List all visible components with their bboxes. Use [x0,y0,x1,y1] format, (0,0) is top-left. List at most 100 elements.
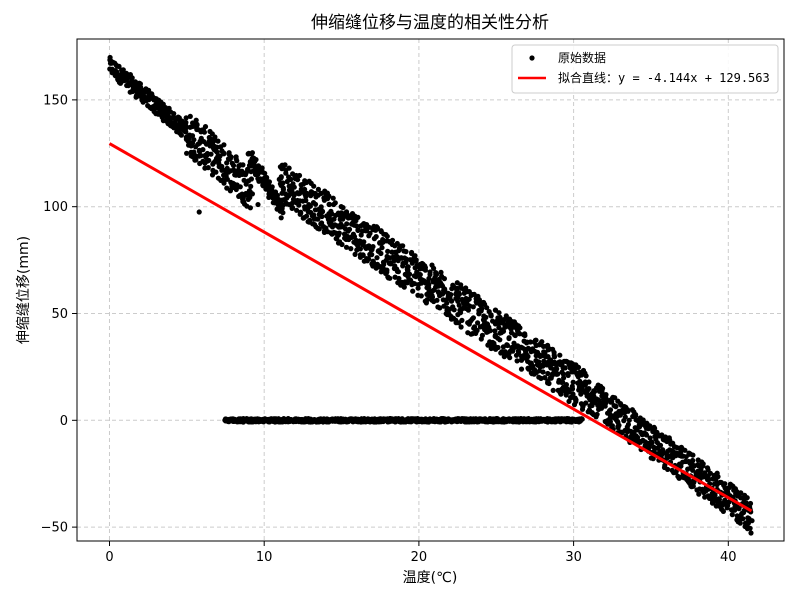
x-axis-label: 温度(℃) [403,570,458,586]
data-point [455,298,461,304]
data-point [314,192,320,198]
data-point [215,138,221,144]
data-point [336,230,342,236]
data-point [410,288,416,294]
data-point [558,391,564,397]
x-tick-label: 10 [256,550,273,565]
data-point [495,344,501,351]
data-point [583,400,589,406]
data-point [318,204,324,210]
data-point [280,180,286,186]
data-point [240,162,246,168]
data-point [749,518,755,524]
data-point [352,251,358,257]
data-point [374,255,380,261]
data-point [449,298,455,304]
data-point [224,176,230,182]
data-point-outlier [196,209,202,215]
data-point [736,506,742,512]
data-point [540,369,546,375]
data-point [290,196,297,202]
data-point [690,457,696,464]
data-point [269,184,275,190]
data-point [431,265,437,271]
data-point [622,414,628,420]
data-point-outlier [255,201,261,208]
legend-label-scatter: 原始数据 [558,50,606,65]
y-tick-label: 0 [60,414,68,429]
data-point [607,407,614,413]
data-point [456,302,462,308]
data-point [633,412,639,418]
data-point [228,154,234,160]
data-point [405,264,411,270]
data-point [424,297,430,303]
data-point [286,165,292,171]
data-point [184,150,190,156]
data-point [439,282,445,288]
data-point [178,132,184,138]
data-point [613,403,619,409]
data-point [720,508,727,514]
data-point [696,491,702,497]
data-point [370,258,376,265]
data-point [294,207,300,213]
data-point [339,241,345,248]
x-tick-label: 0 [105,550,113,565]
data-point [253,157,259,163]
y-tick-label: −50 [41,521,68,536]
data-point [120,67,126,73]
data-point [649,440,655,446]
data-point [729,511,735,518]
data-point [193,117,199,123]
x-tick-label: 20 [411,550,428,565]
data-point [303,197,309,204]
data-point [319,209,326,215]
data-point [743,500,749,506]
data-point [470,304,476,310]
data-point [249,191,255,197]
data-point [470,315,476,321]
data-point [370,244,376,250]
data-point [580,404,586,410]
x-tick-label: 30 [565,550,582,565]
data-point [437,305,443,311]
data-point [396,275,402,282]
data-point [303,213,310,219]
data-point [557,352,563,358]
data-point [603,392,609,398]
data-point [343,209,350,215]
data-point [288,176,294,182]
data-point [599,389,605,396]
data-point [500,328,507,334]
data-point [536,359,542,365]
data-point [206,157,212,163]
data-point [747,500,754,507]
data-point [205,165,211,171]
data-point [701,472,707,478]
data-point [412,253,418,259]
data-point [715,474,721,480]
data-point [219,163,225,170]
data-point [373,234,379,240]
data-point [283,170,289,176]
data-point [507,355,513,361]
data-point [241,199,247,205]
data-point [740,516,746,522]
legend-label-fit: 拟合直线：y = -4.144x + 129.563 [558,70,770,85]
data-point [709,500,716,506]
data-point [129,75,135,81]
data-point [487,328,493,334]
data-point [555,371,561,377]
data-point [471,324,478,330]
data-point [459,317,465,323]
data-point [426,275,432,282]
data-point [442,287,448,293]
data-point [476,297,482,303]
data-point [278,174,284,180]
data-point [355,214,361,220]
data-point [221,150,227,156]
data-point [570,379,576,385]
data-point [183,123,189,129]
data-point [514,358,520,364]
